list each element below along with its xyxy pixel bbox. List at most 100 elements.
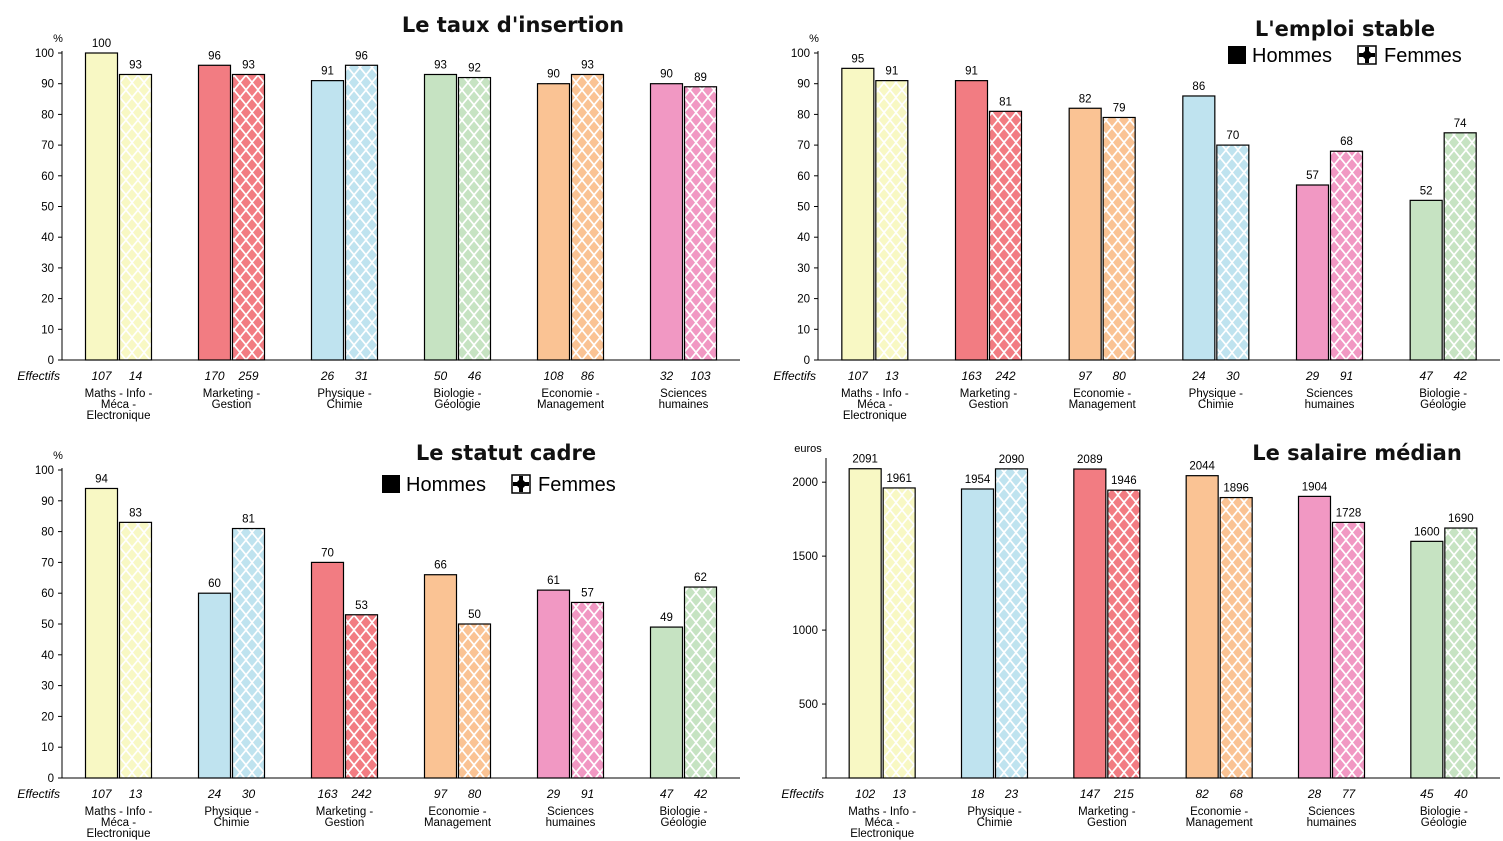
y-tick-label: 70 [41,557,54,569]
category-label: Méca - [865,817,900,829]
y-tick-label: 20 [41,711,54,723]
legend: Hommes Femmes [1228,45,1462,67]
chart-title: Le statut cadre [416,441,596,465]
category-label: Management [1069,399,1137,411]
bar-hommes [1409,199,1443,361]
category-label: Biologie - [1420,806,1468,818]
bar-hommes [536,83,571,361]
bar-hommes [1185,475,1219,779]
chart-salaire-median: Le salaire médian euros 500 1000 1500 2000 Eff… [752,420,1503,841]
effectif-value: 68 [1229,787,1243,801]
chart-title: Le taux d'insertion [402,13,624,37]
bar-value-label: 91 [965,66,978,78]
y-tick-label: 70 [41,140,54,152]
legend-swatch-femmes [511,474,531,494]
bar-hommes [649,83,684,361]
bar-value-label: 83 [129,507,142,519]
bar-value-label: 89 [694,72,707,84]
category-label: Gestion [325,817,365,829]
bar-femmes [875,80,909,361]
bar-femmes [1329,150,1364,361]
bar-femmes [994,468,1029,779]
legend: Hommes Femmes [382,474,616,496]
bar-femmes [570,73,605,361]
effectif-value: 102 [855,787,875,801]
category-label: Economie - [1073,388,1131,400]
bar-value-label: 57 [581,587,594,599]
effectif-value: 103 [690,369,710,383]
effectif-value: 91 [1340,369,1353,383]
bar-femmes [988,110,1023,361]
bar-value-label: 92 [468,63,481,75]
effectif-value: 32 [660,369,674,383]
bar-femmes [118,521,153,779]
y-tick-label: 40 [41,650,54,662]
y-tick-label: 30 [41,681,54,693]
bar-hommes [197,592,232,779]
bar-value-label: 68 [1340,136,1353,148]
bar-value-label: 91 [885,66,898,78]
chart-svg: Le taux d'insertion% 0 10 20 30 40 50 60 70 80 90 1… [17,13,740,422]
category-label: Maths - Info - [85,806,153,818]
effectif-value: 23 [1004,787,1019,801]
category-label: Sciences [1306,388,1353,400]
effectif-value: 86 [581,369,595,383]
bar-value-label: 95 [851,53,864,65]
category-label: Physique - [1189,388,1244,400]
bar-value-label: 90 [547,69,560,81]
effectif-value: 13 [885,369,899,383]
category-label: Biologie - [660,806,708,818]
effectif-value: 42 [1453,369,1467,383]
category-label: Méca - [101,817,136,829]
effectif-value: 28 [1307,787,1322,801]
bar-value-label: 52 [1420,185,1433,197]
effectif-value: 47 [1419,369,1434,383]
bar-femmes [344,64,379,361]
bar-hommes [1297,495,1332,779]
y-tick-label: 10 [41,742,54,754]
bar-value-label: 49 [660,612,673,624]
y-tick-label: 1500 [792,551,818,563]
bar-value-label: 60 [208,578,221,590]
y-tick-label: 50 [41,619,54,631]
bar-value-label: 1904 [1302,481,1328,493]
effectif-value: 215 [1113,787,1134,801]
legend-swatch-femmes [1357,45,1377,65]
category-label: Sciences [660,388,707,400]
y-tick-label: 90 [41,79,54,91]
bar-value-label: 61 [547,575,560,587]
effectif-value: 40 [1454,787,1468,801]
y-tick-label: 50 [797,202,810,214]
effectif-value: 30 [242,787,256,801]
category-label: humaines [1305,399,1355,411]
category-label: Géologie [1420,399,1466,411]
chart-title: Le salaire médian [1252,441,1462,465]
y-axis-unit: % [53,33,63,45]
y-tick-label: 0 [48,773,54,785]
effectif-value: 163 [961,369,981,383]
y-axis-unit: % [53,450,63,462]
effectif-value: 13 [892,787,906,801]
bar-hommes [954,80,989,361]
effectif-value: 31 [355,369,368,383]
effectif-value: 80 [468,787,482,801]
effectifs-label: Effectifs [781,787,824,801]
bar-value-label: 70 [321,547,334,559]
effectif-value: 82 [1195,787,1209,801]
category-label: Biologie - [434,388,482,400]
bar-value-label: 1954 [965,474,991,486]
bar-value-label: 91 [321,66,334,78]
effectif-value: 91 [581,787,594,801]
bar-value-label: 93 [242,59,255,71]
category-label: humaines [546,817,596,829]
category-label: Physique - [317,388,372,400]
y-tick-label: 30 [797,263,810,275]
bar-value-label: 1946 [1111,475,1137,487]
effectif-value: 50 [434,369,448,383]
legend-label-femmes: Femmes [1384,45,1462,67]
category-label: Maths - Info - [848,806,916,818]
bar-femmes [683,586,718,779]
category-label: Maths - Info - [841,388,909,400]
category-label: Physique - [204,806,259,818]
bar-hommes [310,80,345,361]
